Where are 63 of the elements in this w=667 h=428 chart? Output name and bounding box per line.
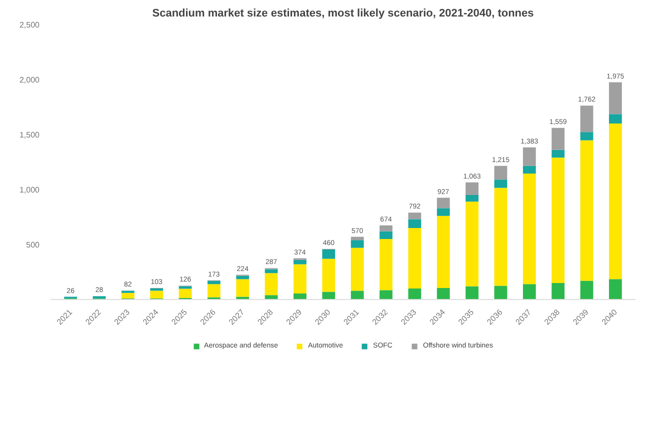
bar xyxy=(608,114,622,124)
bar xyxy=(552,150,565,158)
bar xyxy=(552,158,565,283)
bar xyxy=(380,231,392,239)
bar xyxy=(552,128,565,150)
bar xyxy=(494,286,508,300)
bar xyxy=(608,124,622,280)
bar xyxy=(380,290,392,300)
bar xyxy=(494,180,508,188)
bar xyxy=(494,166,508,180)
bar xyxy=(322,292,336,300)
bar xyxy=(408,212,422,220)
bar xyxy=(408,288,422,300)
bar xyxy=(580,280,594,300)
bar xyxy=(580,132,594,140)
bar xyxy=(264,269,278,274)
bar xyxy=(350,240,364,248)
bar xyxy=(522,174,536,284)
bar xyxy=(350,236,364,240)
bar xyxy=(466,182,478,195)
bar xyxy=(294,264,306,294)
bar xyxy=(380,239,392,290)
bar xyxy=(322,249,336,259)
bar xyxy=(294,260,306,264)
bar xyxy=(408,219,422,228)
bar xyxy=(436,198,450,208)
bar xyxy=(350,248,364,291)
y-tick-label: 2,000 xyxy=(19,76,40,84)
bar xyxy=(350,290,364,300)
y-tick-label: 2,500 xyxy=(19,20,40,30)
bar xyxy=(294,293,306,300)
bar xyxy=(380,225,392,232)
y-tick-label: 1,000 xyxy=(19,186,40,194)
bar xyxy=(436,288,450,300)
bar xyxy=(522,284,536,300)
bar xyxy=(121,292,134,298)
bar xyxy=(466,286,478,300)
bar xyxy=(552,283,565,300)
y-tick-label: 500 xyxy=(26,240,40,250)
bar xyxy=(466,195,478,202)
bar xyxy=(522,147,536,166)
bar xyxy=(236,276,250,280)
bar xyxy=(580,106,594,132)
bar xyxy=(608,279,622,300)
bar xyxy=(208,284,220,298)
bar xyxy=(466,202,478,286)
bar xyxy=(436,208,450,216)
bar xyxy=(236,279,250,297)
y-tick-label: 1,500 xyxy=(19,130,40,140)
bar xyxy=(408,228,422,288)
bar xyxy=(264,273,278,296)
chart-title: Scandium market size estimates, most likely scenario, 2021-2040, tonnes xyxy=(152,8,534,20)
bar xyxy=(178,288,192,298)
bar xyxy=(208,280,220,284)
bar xyxy=(322,258,336,292)
bar xyxy=(178,286,192,289)
bar xyxy=(150,290,164,298)
bar xyxy=(494,188,508,286)
bar xyxy=(580,140,594,281)
bar xyxy=(264,295,278,300)
bar xyxy=(436,216,450,288)
bar xyxy=(522,166,536,174)
bar xyxy=(608,82,622,114)
